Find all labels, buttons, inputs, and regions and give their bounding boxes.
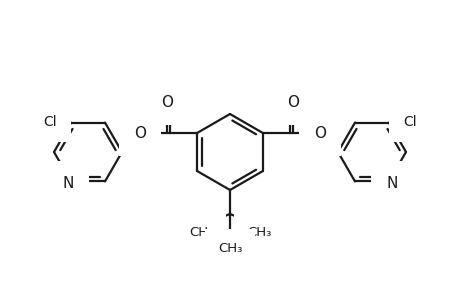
Text: O: O: [313, 125, 325, 140]
Text: O: O: [134, 125, 146, 140]
Text: CH₃: CH₃: [218, 242, 241, 256]
Text: O: O: [161, 94, 173, 110]
Text: O: O: [286, 94, 298, 110]
Text: CH₃: CH₃: [246, 226, 271, 239]
Text: Cl: Cl: [402, 115, 416, 129]
Text: Cl: Cl: [43, 115, 57, 129]
Text: CH₃: CH₃: [188, 226, 213, 239]
Text: N: N: [62, 176, 73, 191]
Text: N: N: [386, 176, 397, 191]
